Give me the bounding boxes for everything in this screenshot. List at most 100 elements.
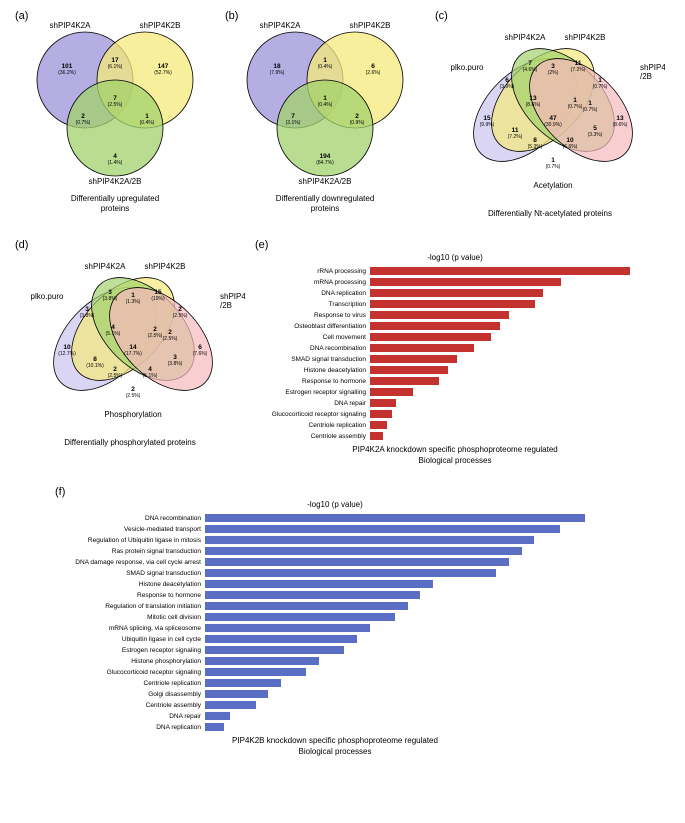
bar-category: Centriole replication [55, 680, 205, 687]
bar-category: Ras protein signal transduction [55, 548, 205, 555]
svg-text:10: 10 [63, 344, 71, 351]
svg-text:(0.4%): (0.4%) [318, 102, 333, 108]
svg-text:(2.5%): (2.5%) [163, 336, 178, 342]
bar-value [370, 278, 561, 286]
bar-category: Mitotic cell division [55, 614, 205, 621]
svg-text:101: 101 [62, 63, 73, 70]
svg-text:shPIP4K2A/2B: shPIP4K2A/2B [299, 177, 352, 185]
svg-text:(8.6%): (8.6%) [526, 102, 541, 108]
bar-value [370, 289, 543, 297]
svg-text:(0.7%): (0.7%) [546, 164, 561, 170]
svg-text:11: 11 [512, 127, 519, 134]
bar-value [370, 355, 457, 363]
svg-text:(52.7%): (52.7%) [154, 70, 172, 76]
bar-value [205, 536, 534, 544]
bar-row: Ras protein signal transduction [55, 546, 615, 556]
panel-c-caption: Differentially Nt-acetylated proteins [435, 209, 665, 219]
bar-value [205, 602, 408, 610]
bar-row: Centriole replication [255, 420, 655, 430]
svg-text:7: 7 [528, 60, 532, 67]
svg-text:6: 6 [505, 77, 509, 84]
bar-category: DNA repair [55, 713, 205, 720]
bar-row: SMAD signal transduction [255, 354, 655, 364]
venn-c: plko.puro shPIP4K2A shPIP4K2B shPIP4K2A … [435, 10, 665, 205]
svg-text:/2B: /2B [220, 301, 232, 310]
svg-text:(2.5%): (2.5%) [108, 102, 123, 108]
bar-category: Estrogen receptor signaling [55, 647, 205, 654]
bar-row: Mitotic cell division [55, 612, 615, 622]
svg-text:(3.8%): (3.8%) [168, 361, 183, 367]
bar-category: DNA replication [55, 724, 205, 731]
bar-value [205, 591, 420, 599]
bar-row: Response to hormone [255, 376, 655, 386]
bar-value [370, 267, 630, 275]
bar-row: Cell movement [255, 332, 655, 342]
bar-value [370, 377, 439, 385]
svg-text:15: 15 [154, 289, 162, 296]
panel-f: (f) -log10 (p value) DNA recombination V… [55, 486, 615, 757]
svg-text:(3.1%): (3.1%) [286, 120, 301, 126]
bar-row: Estrogen receptor signalling [255, 387, 655, 397]
svg-text:/2B: /2B [640, 72, 652, 81]
bar-value [370, 311, 509, 319]
bar-category: Glucocorticoid receptor signaling [55, 669, 205, 676]
bar-row: DNA repair [55, 711, 615, 721]
panel-e-caption: PIP4K2A knockdown specific phosphoproteo… [255, 445, 655, 466]
bar-value [205, 514, 585, 522]
bar-category: DNA recombination [55, 515, 205, 522]
svg-text:Phosphorylation: Phosphorylation [104, 410, 161, 419]
svg-text:18: 18 [273, 63, 281, 70]
bar-value [205, 646, 344, 654]
bar-category: Response to hormone [255, 378, 370, 385]
svg-text:3: 3 [85, 306, 89, 313]
bar-category: Histone deacetylation [55, 581, 205, 588]
bar-category: Centriole assembly [255, 433, 370, 440]
svg-text:2: 2 [113, 366, 117, 373]
svg-text:1: 1 [323, 95, 327, 102]
svg-text:(30.9%): (30.9%) [544, 122, 562, 128]
svg-text:1: 1 [551, 157, 555, 164]
svg-text:(3.8%): (3.8%) [103, 296, 118, 302]
bar-value [370, 333, 491, 341]
panel-c-label: (c) [435, 10, 448, 22]
bar-value [205, 635, 357, 643]
svg-text:6: 6 [198, 344, 202, 351]
svg-text:(10.1%): (10.1%) [86, 363, 104, 369]
bar-row: Osteoblast differentiation [255, 321, 655, 331]
svg-text:plko.puro: plko.puro [31, 292, 64, 301]
svg-text:15: 15 [483, 115, 491, 122]
svg-text:2: 2 [355, 113, 359, 120]
bar-row: DNA replication [55, 722, 615, 732]
bar-row: mRNA processing [255, 277, 655, 287]
bar-category: Glucocorticoid receptor signaling [255, 411, 370, 418]
bar-value [370, 421, 387, 429]
bar-category: Osteoblast differentiation [255, 323, 370, 330]
svg-text:(4.6%): (4.6%) [523, 67, 538, 73]
panel-a-label: (a) [15, 10, 28, 22]
svg-text:(3.9%): (3.9%) [500, 84, 515, 90]
panel-f-caption: PIP4K2B knockdown specific phosphoproteo… [55, 736, 615, 757]
svg-text:1: 1 [588, 100, 592, 107]
bar-value [205, 624, 370, 632]
bar-value [205, 580, 433, 588]
svg-text:(0.7%): (0.7%) [583, 107, 598, 113]
svg-text:2: 2 [81, 113, 85, 120]
svg-text:(7.6%): (7.6%) [193, 351, 208, 357]
bar-value [205, 701, 256, 709]
svg-text:1: 1 [323, 57, 327, 64]
svg-text:Acetylation: Acetylation [533, 181, 572, 190]
bar-value [205, 525, 560, 533]
bar-row: Centriole assembly [255, 431, 655, 441]
svg-text:1: 1 [145, 113, 149, 120]
svg-text:(2.5%): (2.5%) [108, 373, 123, 379]
svg-text:4: 4 [113, 153, 117, 160]
svg-text:11: 11 [575, 60, 582, 67]
svg-text:shPIP4K2B: shPIP4K2B [145, 262, 186, 271]
svg-text:(9.9%): (9.9%) [480, 122, 495, 128]
svg-text:147: 147 [158, 63, 169, 70]
panel-c: (c) plko.puro shPIP4K2A shPIP4K2B shPIP4… [435, 10, 665, 219]
bar-value [205, 679, 281, 687]
bar-category: Transcription [255, 301, 370, 308]
panel-f-label: (f) [55, 486, 65, 498]
bar-category: Response to virus [255, 312, 370, 319]
